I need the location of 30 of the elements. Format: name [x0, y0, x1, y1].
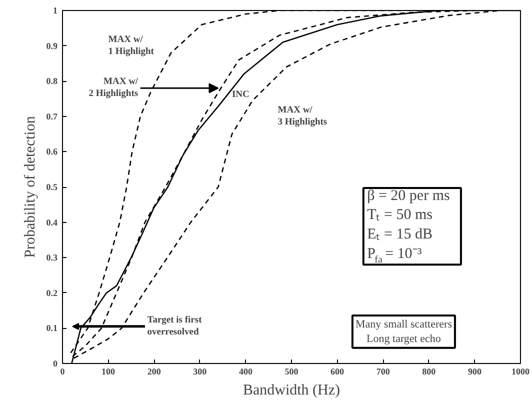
annotation: MAX w/ 2 Highlights: [88, 77, 138, 100]
y-tick-label: 0.3: [46, 252, 58, 263]
annotation: Target is first overresolved: [147, 315, 203, 338]
x-tick-label: 600: [330, 366, 345, 376]
y-tick-label: 0.6: [46, 146, 58, 157]
y-tick-label: 0.1: [46, 323, 58, 334]
x-tick-label: 300: [193, 366, 208, 376]
x-tick-label: 800: [422, 366, 436, 376]
annotation: INC: [232, 90, 250, 100]
x-tick-label: 900: [468, 366, 482, 376]
y-tick-label: 0.2: [46, 288, 58, 298]
y-tick-label: 0.8: [46, 76, 58, 86]
annotation: MAX w/ 1 Highlight: [108, 34, 155, 57]
y-tick-label: 0.7: [46, 111, 58, 122]
y-tick-label: 0.5: [46, 182, 58, 192]
x-tick-label: 400: [238, 366, 253, 376]
x-tick-label: 100: [102, 366, 116, 376]
x-tick-label: 200: [147, 366, 162, 376]
y-axis-title: Probability of detection: [22, 116, 38, 258]
y-tick-label: 0.9: [46, 40, 58, 51]
x-tick-label: 500: [284, 366, 299, 376]
x-tick-label: 0: [60, 366, 66, 376]
annotation: MAX w/ 3 Highlights: [278, 105, 328, 128]
y-tick-label: 1: [53, 6, 58, 16]
annotation: Many small scatterers Long target echo: [355, 318, 452, 345]
y-tick-label: 0.4: [46, 217, 58, 228]
x-tick-label: 700: [376, 366, 390, 376]
x-tick-label: 1000: [512, 366, 530, 376]
y-tick-label: 0: [53, 358, 58, 368]
x-axis-title: Bandwidth (Hz): [242, 382, 340, 398]
